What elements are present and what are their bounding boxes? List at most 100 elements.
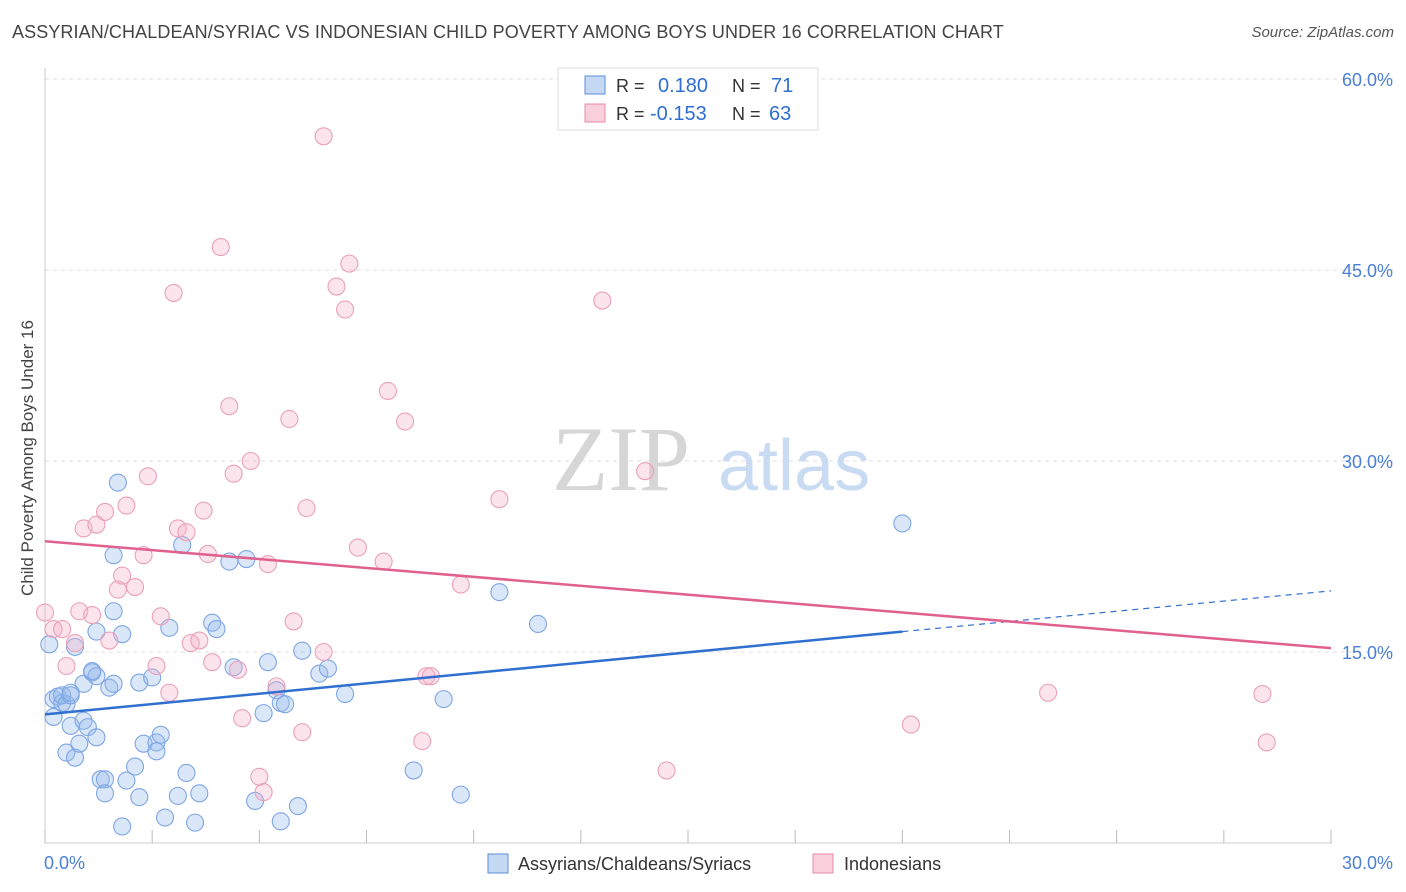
x-tick-label-min: 0.0% [44,853,85,873]
indonesian-point [490,490,509,509]
indonesian-point [117,496,136,515]
watermark-zip: ZIP [552,408,690,510]
indonesian-point [348,538,367,557]
indonesian-point [374,552,393,571]
indonesian-point [280,409,299,429]
assyrian-point [87,728,106,747]
indonesian-point [65,634,85,653]
assyrian-point [893,514,912,533]
assyrian-point [254,704,273,723]
chart-title: ASSYRIAN/CHALDEAN/SYRIAC VS INDONESIAN C… [12,22,1004,42]
assyrian-point [147,742,166,761]
indonesian-point [378,381,397,401]
gridlines [45,78,1393,653]
data-points [35,127,1276,836]
assyrian-point [125,757,145,776]
indonesian-point [340,254,359,273]
legend-blue-n-value: 71 [771,75,793,97]
y-tick-label: 15.0% [1342,643,1393,663]
indonesian-point [1257,733,1276,752]
x-tick-label-max: 30.0% [1342,853,1393,873]
assyrian-point [318,659,337,678]
indonesian-point [396,412,415,431]
assyrian-point [87,622,106,641]
assyrian-point [336,684,355,704]
assyrian-point [490,583,509,602]
legend-blue-r-label: R = [616,76,645,96]
assyrian-point [258,653,277,672]
indonesian-point [35,603,55,622]
assyrian-point [113,817,132,836]
legend-pink-r-label: R = [616,104,645,124]
trend-lines [44,539,1332,716]
assyrian-point [177,763,196,783]
indonesian-point [284,612,303,631]
indonesian-point [100,631,119,650]
indonesian-point [1039,683,1058,702]
indonesian-point [297,499,316,518]
legend-bottom-pink-label: Indonesians [844,854,941,874]
indonesian-point [95,502,115,521]
legend-top: R = 0.180 N = 71 R = -0.153 N = 63 [557,67,819,131]
indonesian-point [57,656,76,676]
assyrian-point [95,784,115,803]
indonesian-point [228,660,247,679]
legend-pink-swatch [584,103,606,123]
indonesian-point [451,575,470,594]
legend-bottom-pink-swatch [812,853,834,874]
y-tick-label: 30.0% [1342,452,1393,472]
indonesian-point [147,656,166,676]
indonesian-point [177,523,196,542]
source-label: Source: ZipAtlas.com [1251,24,1394,41]
legend-pink-n-label: N = [732,104,761,124]
indonesian-point [194,501,213,520]
legend-pink-n-value: 63 [769,103,791,125]
assyrian-point [207,620,226,639]
indonesian-point [224,464,243,483]
assyrian-point [271,812,290,831]
assyrian-point [91,770,110,789]
assyrian-point [83,662,102,681]
assyrian-point [276,695,295,714]
assyrian-trend-extension [902,590,1332,633]
assyrian-point [185,813,205,832]
indonesian-point [203,653,222,672]
assyrian-point [104,602,123,621]
assyrian-point [40,635,59,654]
legend-blue-n-label: N = [732,76,761,96]
assyrian-trend-line [44,630,903,716]
assyrian-point [104,674,123,693]
x-tick-marks [44,830,1332,843]
watermark: ZIP atlas [552,408,870,510]
indonesian-point [168,519,187,538]
assyrian-point [108,473,127,492]
indonesian-point [233,709,252,728]
assyrian-point [130,788,149,807]
indonesian-point [636,462,655,481]
assyrian-point [310,664,329,683]
indonesian-point [336,300,355,319]
assyrian-point [143,668,162,687]
assyrian-point [168,786,187,805]
indonesian-point [138,467,157,486]
y-tick-label: 60.0% [1342,70,1393,90]
indonesian-point [1253,684,1272,704]
indonesian-point [151,607,170,626]
assyrian-point [95,770,115,789]
assyrian-point [65,748,85,767]
legend-blue-r-value: 0.180 [658,75,708,97]
assyrian-point [434,690,453,709]
indonesian-point [113,566,132,585]
y-axis-title: Child Poverty Among Boys Under 16 [18,320,37,596]
indonesian-point [164,283,183,302]
assyrian-point [288,797,307,816]
indonesian-point [83,606,102,625]
indonesian-point [293,723,312,742]
indonesian-trend-line [44,539,1332,650]
indonesian-point [250,767,269,786]
assyrian-point [293,641,312,660]
indonesian-point [901,715,920,734]
indonesian-point [254,783,273,802]
indonesian-point [87,515,106,534]
